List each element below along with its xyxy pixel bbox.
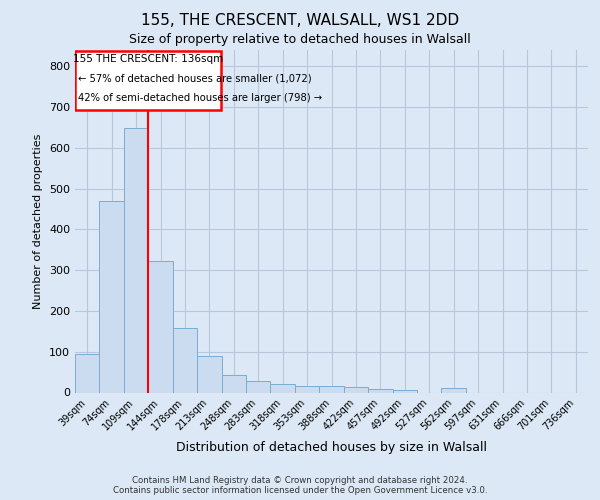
Y-axis label: Number of detached properties: Number of detached properties: [34, 134, 43, 309]
Bar: [368, 389, 392, 392]
Bar: [246, 380, 271, 392]
Bar: [124, 128, 148, 392]
Bar: [221, 376, 246, 392]
Bar: [173, 328, 197, 392]
Text: Contains public sector information licensed under the Open Government Licence v3: Contains public sector information licen…: [113, 486, 487, 495]
Bar: [295, 386, 319, 392]
Bar: [148, 261, 173, 392]
Bar: [75, 354, 100, 393]
Bar: [76, 51, 221, 110]
Text: 42% of semi-detached houses are larger (798) →: 42% of semi-detached houses are larger (…: [79, 94, 323, 104]
Bar: [197, 356, 221, 393]
Bar: [319, 386, 344, 392]
Bar: [392, 390, 417, 392]
Bar: [100, 201, 124, 392]
Text: 155, THE CRESCENT, WALSALL, WS1 2DD: 155, THE CRESCENT, WALSALL, WS1 2DD: [141, 13, 459, 28]
Bar: [344, 387, 368, 392]
Text: Size of property relative to detached houses in Walsall: Size of property relative to detached ho…: [129, 33, 471, 46]
Bar: [271, 384, 295, 392]
Text: ← 57% of detached houses are smaller (1,072): ← 57% of detached houses are smaller (1,…: [79, 74, 312, 84]
Text: Contains HM Land Registry data © Crown copyright and database right 2024.: Contains HM Land Registry data © Crown c…: [132, 476, 468, 485]
Text: 155 THE CRESCENT: 136sqm: 155 THE CRESCENT: 136sqm: [73, 54, 223, 64]
Bar: [442, 388, 466, 392]
X-axis label: Distribution of detached houses by size in Walsall: Distribution of detached houses by size …: [176, 440, 487, 454]
